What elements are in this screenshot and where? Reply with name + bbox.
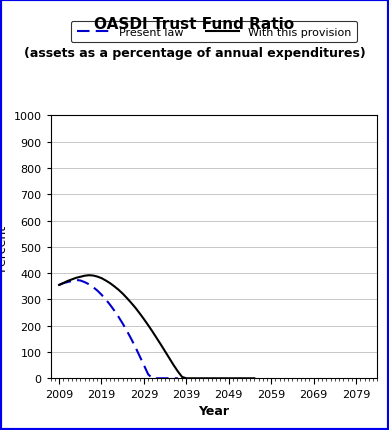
Present law: [65, 280, 70, 285]
Present law: [167, 376, 172, 381]
With this provision: [137, 311, 142, 316]
With this provision: [103, 278, 108, 283]
With this provision: [180, 375, 184, 380]
Present law: [78, 278, 82, 283]
With this provision: [210, 376, 214, 381]
Present law: [124, 329, 129, 334]
Present law: [159, 376, 163, 381]
Present law: [133, 345, 138, 350]
Text: (assets as a percentage of annual expenditures): (assets as a percentage of annual expend…: [24, 47, 365, 60]
Present law: [116, 314, 121, 319]
With this provision: [150, 329, 155, 334]
Present law: [82, 280, 87, 285]
With this provision: [142, 317, 146, 322]
With this provision: [61, 281, 66, 286]
With this provision: [244, 376, 248, 381]
With this provision: [248, 376, 252, 381]
X-axis label: Year: Year: [198, 404, 230, 417]
Present law: [175, 376, 180, 381]
Present law: [74, 278, 78, 283]
With this provision: [70, 277, 74, 283]
Line: With this provision: With this provision: [59, 276, 254, 378]
With this provision: [193, 376, 197, 381]
Present law: [95, 288, 100, 293]
With this provision: [171, 362, 176, 368]
With this provision: [129, 301, 133, 306]
With this provision: [231, 376, 235, 381]
With this provision: [222, 376, 227, 381]
With this provision: [205, 376, 210, 381]
With this provision: [167, 356, 172, 361]
With this provision: [159, 342, 163, 347]
With this provision: [65, 279, 70, 284]
Present law: [70, 279, 74, 284]
With this provision: [252, 376, 257, 381]
Present law: [137, 354, 142, 359]
With this provision: [163, 349, 168, 354]
Present law: [57, 283, 61, 288]
Legend: Present law, With this provision: Present law, With this provision: [71, 22, 357, 43]
With this provision: [235, 376, 240, 381]
With this provision: [154, 336, 159, 341]
With this provision: [188, 376, 193, 381]
With this provision: [95, 274, 100, 280]
With this provision: [99, 276, 104, 281]
Present law: [150, 376, 155, 381]
With this provision: [214, 376, 218, 381]
Present law: [103, 297, 108, 302]
With this provision: [197, 376, 202, 381]
Present law: [171, 376, 176, 381]
With this provision: [218, 376, 223, 381]
Present law: [154, 376, 159, 381]
Y-axis label: Percent: Percent: [0, 224, 8, 271]
Present law: [61, 281, 66, 286]
With this provision: [82, 273, 87, 279]
With this provision: [108, 281, 112, 286]
Line: Present law: Present law: [59, 280, 178, 378]
Present law: [99, 292, 104, 298]
Present law: [86, 282, 91, 287]
Present law: [108, 302, 112, 307]
With this provision: [91, 273, 95, 278]
Present law: [129, 336, 133, 341]
With this provision: [112, 284, 117, 289]
Present law: [120, 321, 125, 326]
Present law: [146, 372, 151, 377]
Present law: [112, 308, 117, 313]
With this provision: [184, 376, 189, 381]
With this provision: [124, 296, 129, 301]
Present law: [163, 376, 168, 381]
With this provision: [226, 376, 231, 381]
With this provision: [146, 323, 151, 328]
Present law: [91, 285, 95, 290]
With this provision: [201, 376, 206, 381]
With this provision: [86, 273, 91, 278]
With this provision: [74, 276, 78, 281]
Text: OASDI Trust Fund Ratio: OASDI Trust Fund Ratio: [95, 17, 294, 32]
With this provision: [57, 283, 61, 288]
With this provision: [239, 376, 244, 381]
With this provision: [133, 306, 138, 311]
With this provision: [175, 369, 180, 374]
Present law: [142, 362, 146, 368]
With this provision: [116, 287, 121, 292]
With this provision: [78, 275, 82, 280]
With this provision: [120, 292, 125, 297]
